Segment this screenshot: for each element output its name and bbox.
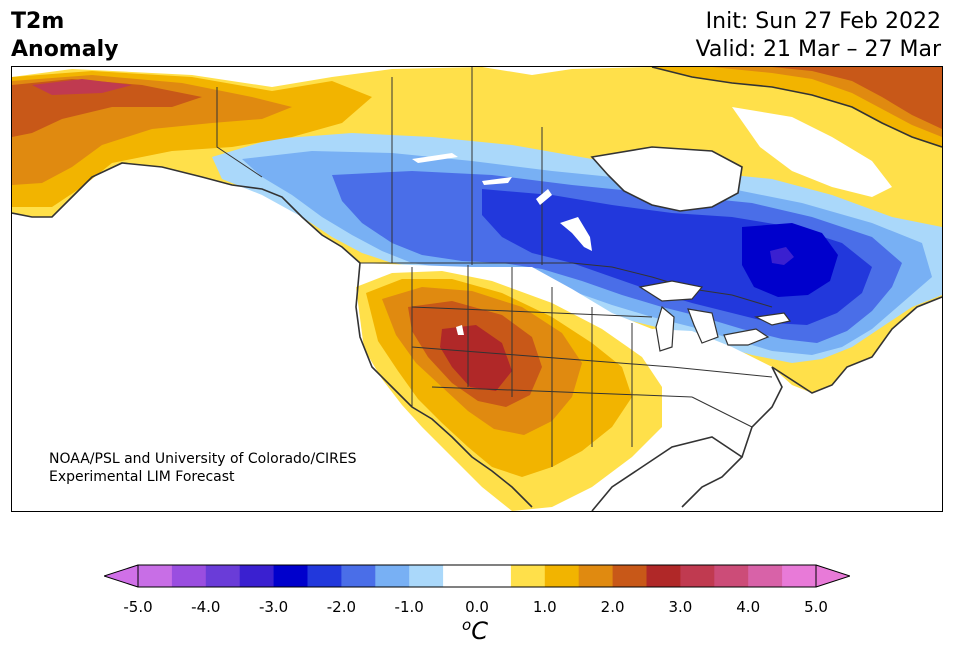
canadian-lakes (412, 153, 592, 335)
valid-range: Valid: 21 Mar – 27 Mar (695, 37, 941, 62)
colorbar-cell (544, 565, 580, 587)
political-borders (216, 67, 773, 467)
forecast-credit: NOAA/PSL and University of Colorado/CIRE… (49, 450, 357, 486)
colorbar-cell (307, 565, 342, 587)
map-title: T2m Anomaly (11, 8, 118, 64)
colorbar-cell (510, 565, 546, 587)
anomaly-map (11, 66, 943, 512)
warm-sw-core (440, 325, 512, 391)
unit-label: oC (462, 616, 488, 645)
colorbar-tick-label: -2.0 (326, 598, 357, 616)
colorbar-cell (578, 565, 614, 587)
colorbar-cell (341, 565, 376, 587)
variable-title: T2m (11, 9, 65, 34)
colorbar-cell (782, 565, 817, 587)
colorbar-high-outline (815, 564, 850, 588)
date-info: Init: Sun 27 Feb 2022 Valid: 21 Mar – 27… (696, 8, 941, 64)
colorbar-cell (748, 565, 783, 587)
colorbar-tick-label: -5.0 (123, 598, 153, 616)
colorbar-tick-label: 0.0 (465, 598, 489, 616)
warm-greenland-3 (772, 67, 942, 129)
baffin-water (732, 107, 892, 197)
anomaly-title: Anomaly (11, 37, 119, 62)
colorbar-tick-label: 3.0 (668, 598, 693, 616)
colorbar-cell (714, 565, 749, 587)
colorbar (104, 564, 850, 588)
colorbar-cell (138, 565, 173, 587)
colorbar-cell (239, 565, 275, 587)
credit-line-1: NOAA/PSL and University of Colorado/CIRE… (49, 451, 357, 467)
colorbar-tick-label: -1.0 (394, 598, 424, 616)
unit-celsius: C (471, 617, 488, 645)
colorbar-cell (477, 565, 512, 587)
colorbar-cell (273, 565, 308, 587)
map-canvas (12, 67, 942, 511)
colorbar-tick-label: -4.0 (191, 598, 221, 616)
coastlines (12, 67, 942, 511)
colorbar-cell (205, 565, 241, 587)
colorbar-low-outline (104, 564, 139, 588)
colorbar-tick-label: 4.0 (736, 598, 761, 616)
colorbar-tick-label: 2.0 (600, 598, 625, 616)
credit-line-2: Experimental LIM Forecast (49, 469, 235, 485)
init-date: Init: Sun 27 Feb 2022 (705, 9, 941, 34)
colorbar-cell (375, 565, 410, 587)
colorbar-border (137, 564, 817, 588)
colorbar-high-extend (816, 565, 850, 587)
colorbar-tick-label: -3.0 (258, 598, 289, 616)
colorbar-cell (171, 565, 207, 587)
colorbar-cell (680, 565, 715, 587)
unit-degree: o (462, 616, 472, 634)
colorbar-cell (646, 565, 681, 587)
colorbar-cells (138, 565, 817, 587)
warm-alaska-4 (32, 79, 132, 95)
colorbar-tick-label: 1.0 (532, 598, 557, 616)
cold-core-center (770, 247, 794, 265)
colorbar-cell (409, 565, 444, 587)
hudson-bay (592, 147, 742, 211)
great-lakes (638, 280, 792, 352)
colorbar-tick-label: 5.0 (804, 598, 828, 616)
colorbar-cell (443, 565, 478, 587)
colorbar-cell (612, 565, 647, 587)
colorbar-low-extend (104, 565, 138, 587)
